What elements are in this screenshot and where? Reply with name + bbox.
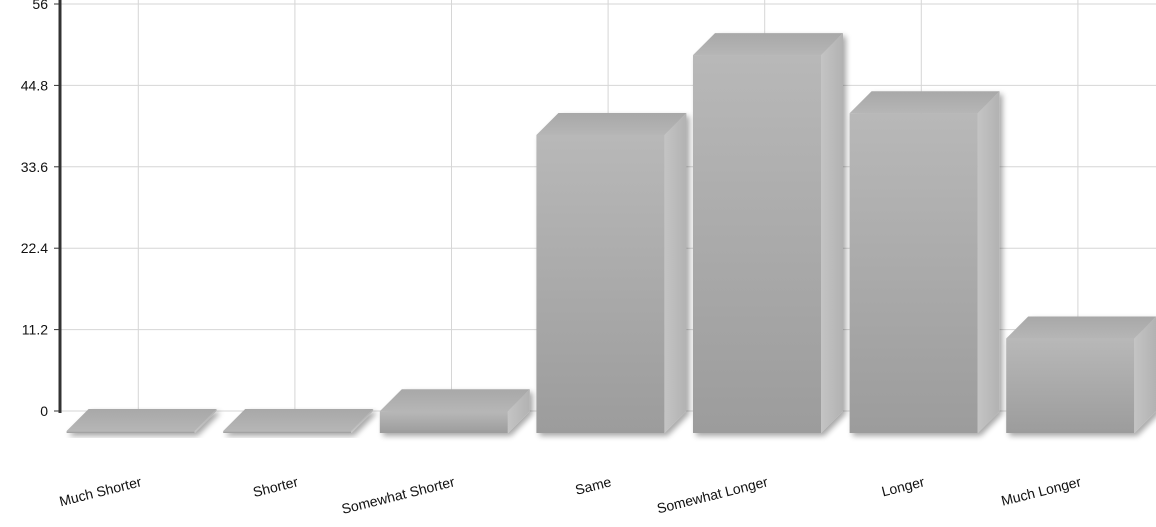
bar-top xyxy=(223,409,374,431)
bar-side xyxy=(664,113,687,434)
bar-side xyxy=(977,91,1000,433)
bar xyxy=(849,91,1000,433)
x-category-label: Shorter xyxy=(251,473,300,500)
bar-front xyxy=(223,431,352,433)
bar-side xyxy=(821,33,843,433)
y-axis: 0 11.2 22.4 33.6 44.8 56 xyxy=(21,0,62,419)
x-category-label: Much Shorter xyxy=(58,473,144,509)
x-axis-labels: Much Shorter Shorter Somewhat Shorter Same S… xyxy=(58,473,1083,517)
y-tick-label: 22.4 xyxy=(21,240,48,256)
bar-front xyxy=(693,55,821,433)
x-category-label: Same xyxy=(573,473,613,497)
bar-top xyxy=(1006,316,1156,339)
bar xyxy=(66,409,217,433)
bar-top xyxy=(379,389,530,412)
y-tick-label: 11.2 xyxy=(22,322,48,338)
y-tick-label: 0 xyxy=(40,403,48,419)
bars xyxy=(66,33,1156,434)
bar-front xyxy=(536,135,665,433)
bar-front xyxy=(66,431,195,433)
bar xyxy=(536,113,687,434)
bar-front xyxy=(1006,338,1135,433)
x-category-label: Somewhat Longer xyxy=(655,473,769,516)
bar-side xyxy=(1134,316,1156,433)
bar-top xyxy=(536,113,687,136)
bar-side xyxy=(351,409,374,433)
x-category-label: Somewhat Shorter xyxy=(340,473,457,517)
x-category-label: Longer xyxy=(880,473,926,499)
bar-side xyxy=(507,389,530,433)
bar xyxy=(693,33,843,433)
bar-side xyxy=(194,409,217,433)
bar xyxy=(379,389,530,433)
bar-front xyxy=(849,113,978,433)
bar xyxy=(223,409,374,433)
y-tick-label: 56 xyxy=(32,0,48,12)
x-category-label: Much Longer xyxy=(999,473,1082,508)
y-tick-label: 33.6 xyxy=(21,159,48,175)
y-tick-label: 44.8 xyxy=(21,77,48,93)
bar-top xyxy=(693,33,843,56)
bar-top xyxy=(66,409,217,431)
bar-front xyxy=(379,411,508,433)
bar-top xyxy=(849,91,1000,114)
bar xyxy=(1006,316,1156,433)
